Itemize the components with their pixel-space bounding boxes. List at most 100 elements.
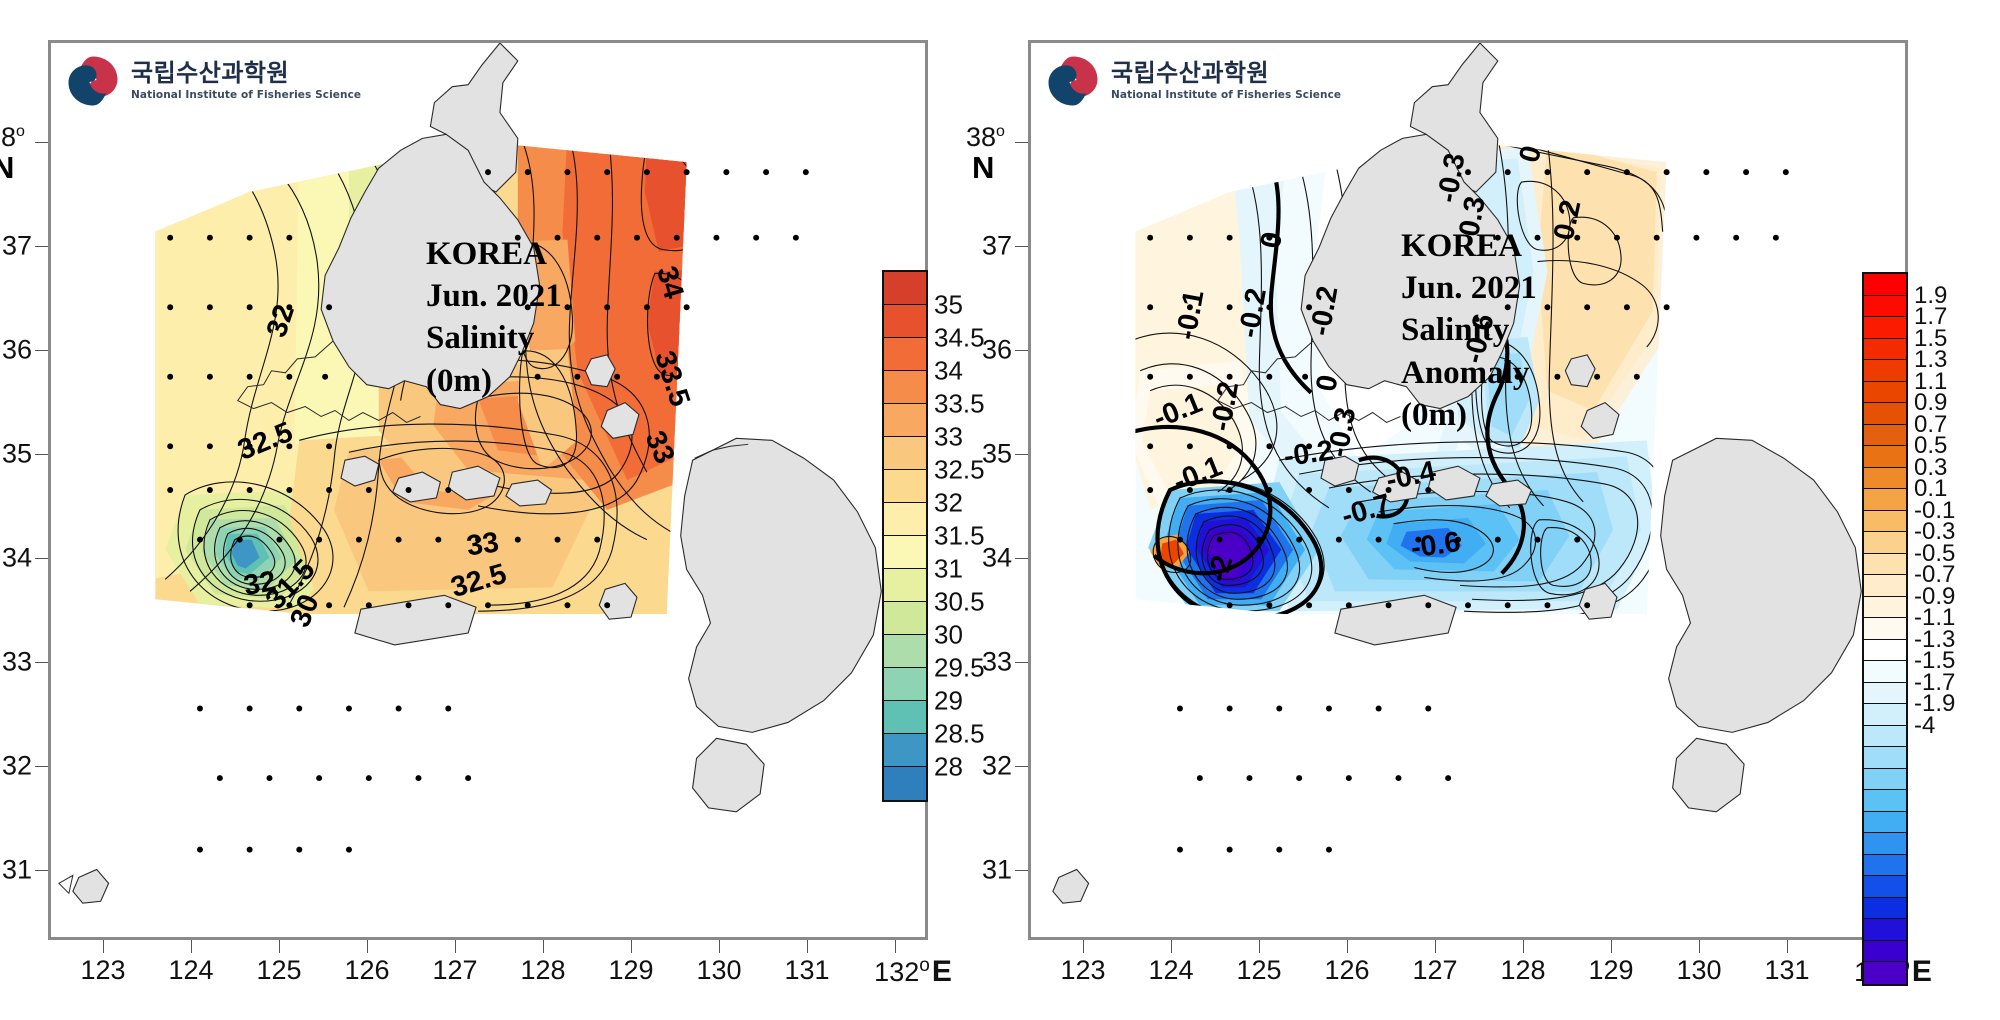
colorbar-tick-label: 0.5 — [1914, 432, 1948, 459]
colorbar-swatch — [1864, 854, 1906, 876]
y-axis-tick-label: 33 — [981, 646, 1012, 677]
colorbar-swatch — [1864, 639, 1906, 661]
colorbar-tick-label: 0.7 — [1914, 410, 1948, 438]
colorbar-anomaly-cells[interactable] — [1862, 272, 1908, 986]
land-masses-left — [236, 43, 640, 646]
nifs-logo-right: 국립수산과학원 National Institute of Fisheries … — [1045, 53, 1341, 109]
colorbar-swatch — [884, 701, 926, 734]
y-axis-tick — [35, 662, 48, 663]
x-axis-tick — [1259, 940, 1260, 953]
colorbar-swatch — [1864, 876, 1906, 898]
colorbar-swatch — [1864, 596, 1906, 618]
colorbar-swatch — [884, 371, 926, 404]
y-axis-right: 37 36 35 34 33 32 31 — [968, 40, 1028, 940]
title-line-0: KOREA — [1401, 228, 1523, 264]
colorbar-swatch — [884, 338, 926, 371]
y-axis-tick — [1015, 766, 1028, 767]
x-axis-tick — [1699, 940, 1700, 953]
y-axis-tick-label: 33 — [1, 646, 32, 677]
station-dots-right — [1147, 169, 1789, 853]
x-axis-tick-label: 128 — [520, 955, 566, 985]
x-axis-tick-label: 127 — [1412, 955, 1458, 985]
colorbar-tick-label: 33.5 — [934, 388, 985, 419]
colorbar-swatch — [1864, 704, 1906, 726]
title-line-3: (0m) — [426, 362, 492, 399]
y-axis-tick-label: 36 — [1, 334, 32, 365]
colorbar-tick-label: 32.5 — [934, 454, 985, 485]
x-axis-tick-label: 125 — [256, 955, 302, 985]
colorbar-swatch — [1864, 725, 1906, 747]
colorbar-tick-label: -4 — [1914, 711, 1936, 739]
colorbar-swatch — [884, 569, 926, 602]
colorbar-swatch — [884, 305, 926, 338]
station-dots-left — [167, 169, 809, 853]
colorbar-swatch — [884, 536, 926, 569]
colorbar-swatch — [1864, 790, 1906, 812]
x-axis-tick-label: 128 — [1500, 955, 1546, 985]
y-top-degree-right: 38o — [966, 122, 1005, 152]
colorbar-tick-label: -1.3 — [1914, 625, 1956, 653]
colorbar-swatch — [1864, 747, 1906, 769]
x-axis-tick-label: 127 — [432, 955, 478, 985]
x-axis-tick — [1347, 940, 1348, 953]
panel-salinity-anomaly: -0.1 -0.2 -0.2 -0.3 -0.1 -0.2 -0.1 -0.2 … — [966, 40, 1955, 988]
colorbar-swatch — [1864, 317, 1906, 339]
x-axis-tick — [631, 940, 632, 953]
y-axis-tick-label: 35 — [1, 438, 32, 469]
x-axis-tick — [1435, 940, 1436, 953]
x-axis-tick — [279, 940, 280, 953]
colorbar-tick-label: 34 — [934, 355, 963, 386]
x-axis-tick-label: 126 — [344, 955, 390, 985]
y-axis-tick — [1015, 246, 1028, 247]
svg-text:-0.6: -0.6 — [1409, 526, 1463, 565]
colorbar-tick-label: 0.9 — [1914, 389, 1948, 416]
y-axis-tick — [1015, 142, 1028, 143]
colorbar-swatch — [1864, 532, 1906, 554]
colorbar-swatch — [1864, 424, 1906, 446]
colorbar-tick-label: 32 — [934, 487, 963, 518]
land-japan-left — [598, 437, 882, 813]
x-axis-tick — [543, 940, 544, 953]
colorbar-tick-label: 1.5 — [1914, 324, 1948, 352]
colorbar-swatch — [884, 602, 926, 635]
title-line-1: Jun. 2021 — [1401, 270, 1537, 307]
x-axis-left: 123 124 125 126 127 128 129 130 131 132oE — [48, 940, 952, 988]
y-axis-tick — [35, 350, 48, 351]
x-axis-tick-label: 123 — [80, 955, 126, 985]
x-axis-tick-label: 126 — [1324, 955, 1370, 985]
colorbar-salinity-cells[interactable] — [882, 270, 928, 802]
colorbar-tick-label: 1.9 — [1914, 281, 1948, 309]
y-axis-tick-label: 35 — [981, 438, 1012, 469]
anomaly-map-svg: -0.1 -0.2 -0.2 -0.3 -0.1 -0.2 -0.1 -0.2 … — [1052, 43, 1862, 904]
x-axis-tick — [895, 940, 896, 953]
colorbar-swatch — [1864, 403, 1906, 425]
y-axis-tick-label: 31 — [1, 854, 32, 885]
colorbar-swatch — [1864, 962, 1906, 984]
x-axis-tick — [1171, 940, 1172, 953]
x-axis-tick — [807, 940, 808, 953]
logo-english-name: National Institute of Fisheries Science — [131, 89, 362, 102]
colorbar-swatch — [1864, 575, 1906, 597]
y-axis-tick — [35, 558, 48, 559]
colorbar-tick-label: -1.5 — [1914, 647, 1956, 674]
x-axis-tick — [1787, 940, 1788, 953]
colorbar-swatch — [1864, 360, 1906, 382]
y-axis-left: 37 36 35 34 33 32 31 — [0, 40, 48, 940]
colorbar-tick-label: -0.7 — [1914, 561, 1956, 588]
colorbar-swatch — [884, 272, 926, 305]
colorbar-tick-label: -0.9 — [1914, 582, 1956, 610]
colorbar-tick-label: 33 — [934, 421, 963, 452]
y-axis-tick-label: 32 — [1, 750, 32, 781]
colorbar-swatch — [1864, 274, 1906, 296]
colorbar-tick-label: 34.5 — [934, 322, 985, 353]
colorbar-swatch — [1864, 919, 1906, 941]
colorbar-swatch — [884, 503, 926, 536]
colorbar-tick-label: 0.3 — [1914, 453, 1948, 481]
colorbar-swatch — [1864, 295, 1906, 317]
y-axis-tick — [35, 142, 48, 143]
title-line-0: KOREA — [426, 236, 548, 272]
title-line-4: (0m) — [1401, 396, 1467, 433]
salinity-map-svg: 32 32.5 32 31.5 30 32.5 33 34 33.5 33 — [58, 43, 882, 904]
logo-english-name: National Institute of Fisheries Science — [1111, 89, 1342, 102]
